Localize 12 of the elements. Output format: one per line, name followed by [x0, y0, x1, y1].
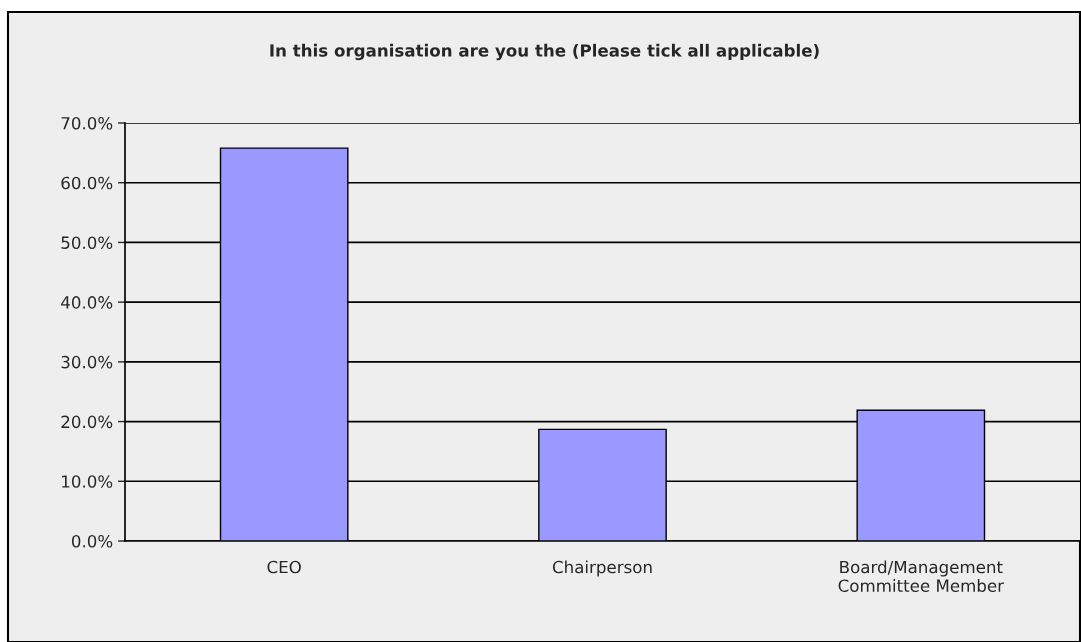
- y-tick-label: 20.0%: [61, 415, 113, 429]
- y-tick-label: 40.0%: [61, 296, 113, 309]
- y-tick-label: 50.0%: [61, 236, 113, 249]
- y-tick-label: 70.0%: [61, 116, 113, 130]
- y-tick-label: 10.0%: [62, 475, 113, 488]
- x-tick-label: Board/Management Committee Member: [838, 560, 1005, 593]
- y-tick-label: 30.0%: [61, 355, 113, 369]
- y-tick-label: 0.0%: [71, 534, 113, 548]
- chart-title: In this organisation are you the (Please tick all applicable): [270, 43, 819, 61]
- x-tick-label: CEO: [267, 560, 301, 574]
- x-tick-label: Chairperson: [552, 560, 652, 577]
- y-tick-label: 60.0%: [61, 176, 113, 190]
